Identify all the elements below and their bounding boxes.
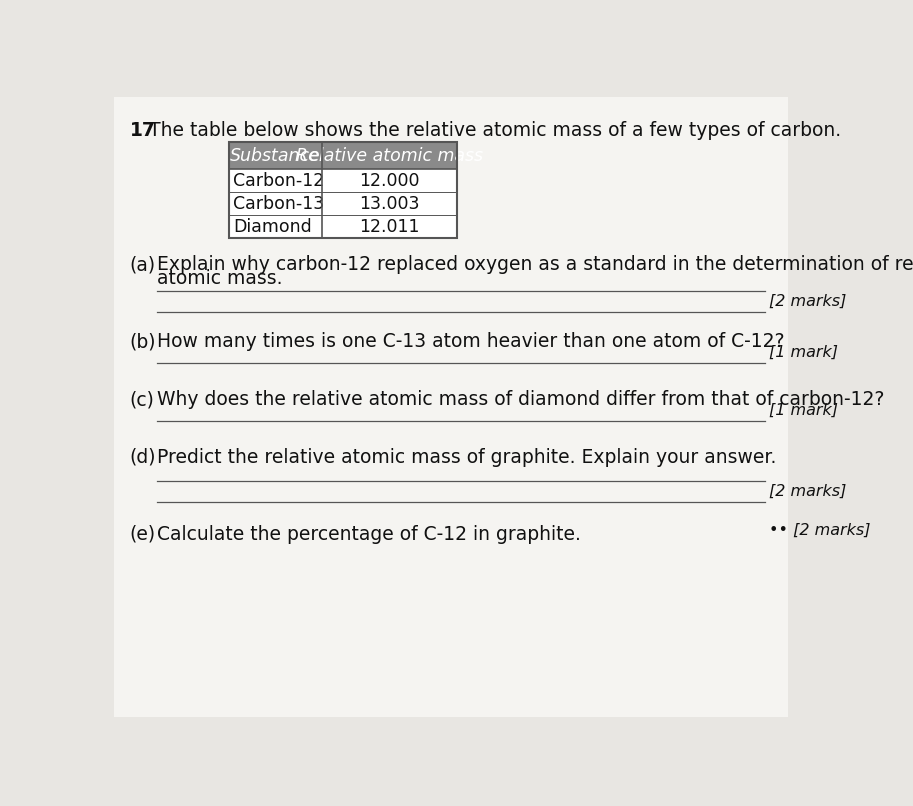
- Text: Substance: Substance: [230, 147, 320, 164]
- Text: [1 mark]: [1 mark]: [769, 403, 838, 418]
- Text: (a): (a): [130, 256, 156, 274]
- Text: (b): (b): [130, 332, 156, 351]
- FancyBboxPatch shape: [114, 97, 788, 717]
- Text: 17: 17: [130, 121, 155, 139]
- Text: atomic mass.: atomic mass.: [157, 269, 282, 289]
- Text: Calculate the percentage of C-12 in graphite.: Calculate the percentage of C-12 in grap…: [157, 525, 581, 544]
- Bar: [229, 142, 457, 239]
- FancyBboxPatch shape: [229, 215, 457, 239]
- Text: Carbon-13: Carbon-13: [234, 195, 325, 213]
- Text: Diamond: Diamond: [234, 218, 312, 236]
- FancyBboxPatch shape: [229, 169, 457, 192]
- Text: 12.011: 12.011: [360, 218, 420, 236]
- Text: •• [2 marks]: •• [2 marks]: [769, 522, 870, 538]
- Text: 12.000: 12.000: [360, 172, 420, 189]
- Text: Explain why carbon-12 replaced oxygen as a standard in the determination of rela: Explain why carbon-12 replaced oxygen as…: [157, 256, 913, 274]
- Text: The table below shows the relative atomic mass of a few types of carbon.: The table below shows the relative atomi…: [149, 121, 841, 139]
- Text: [1 mark]: [1 mark]: [769, 345, 838, 360]
- Text: (e): (e): [130, 525, 156, 544]
- Text: (c): (c): [130, 390, 154, 409]
- Text: [2 marks]: [2 marks]: [769, 293, 846, 309]
- Text: (d): (d): [130, 448, 156, 467]
- FancyBboxPatch shape: [229, 192, 457, 215]
- Text: Predict the relative atomic mass of graphite. Explain your answer.: Predict the relative atomic mass of grap…: [157, 448, 776, 467]
- Text: Relative atomic mass: Relative atomic mass: [296, 147, 483, 164]
- Text: How many times is one C-13 atom heavier than one atom of C-12?: How many times is one C-13 atom heavier …: [157, 332, 784, 351]
- Text: Carbon-12: Carbon-12: [234, 172, 325, 189]
- Text: [2 marks]: [2 marks]: [769, 484, 846, 499]
- Text: Why does the relative atomic mass of diamond differ from that of carbon-12?: Why does the relative atomic mass of dia…: [157, 390, 884, 409]
- FancyBboxPatch shape: [229, 142, 457, 169]
- Text: 13.003: 13.003: [360, 195, 420, 213]
